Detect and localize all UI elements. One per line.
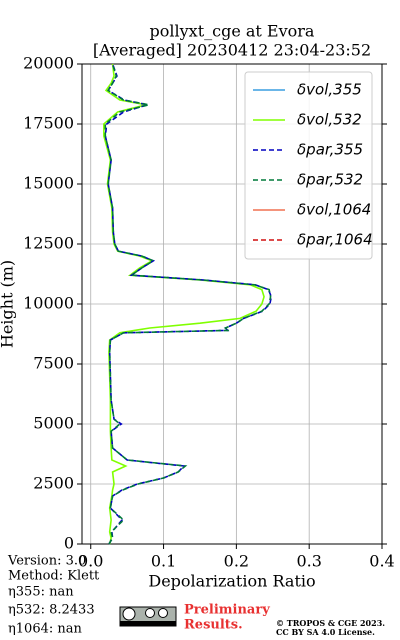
plot-frame [81,63,383,545]
y-tick-label: 17500 [23,114,74,133]
legend-label: δpar,532 [297,171,363,189]
version: Version: 3.0 [7,554,86,569]
y-tick-label: 10000 [23,294,74,313]
y-tick-label: 2500 [33,474,74,493]
x-tick-label: 0.2 [224,552,249,571]
legend-label: δpar,1064 [297,231,373,249]
eta: η1064: nan [8,622,83,637]
legend-box [244,71,373,260]
y-tick-label: 12500 [23,234,74,253]
eta: η355: nan [8,585,74,600]
profile-line [103,63,265,545]
legend: δvol,355 δvol,532 δpar,355 δpar,532 δvol,106… [244,71,373,260]
x-tick-label: 0.0 [78,552,103,571]
cc-badge [119,606,177,627]
copyright: © TROPOS & CGE 2023. [276,618,385,628]
y-axis-label: Height (m) [0,260,17,348]
y-tick-label: 0 [64,534,74,553]
legend-label: δvol,355 [297,81,362,99]
preliminary: Preliminary [184,603,270,618]
license: CC BY SA 4.0 License. [276,627,375,637]
y-tick-label: 5000 [33,414,74,433]
legend-label: δvol,1064 [297,201,371,219]
y-tick-label: 15000 [23,174,74,193]
chart-subtitle: [Averaged] 20230412 23:04-23:52 [93,41,371,60]
chart-title: pollyxt_cge at Evora [150,22,315,41]
method: Method: Klett [8,569,100,584]
preliminary: Results. [184,618,243,633]
y-tick-label: 7500 [33,354,74,373]
eta: η532: 8.2433 [8,603,95,618]
legend-label: δvol,532 [297,111,362,129]
x-tick-label: 0.4 [369,552,394,571]
y-tick-label: 20000 [23,54,74,73]
footer: Version: 3.0 Method: Klett η355: nan η53… [7,554,100,637]
x-tick-label: 0.1 [151,552,176,571]
profile-line [104,63,272,545]
x-axis-label: Depolarization Ratio [148,572,315,591]
legend-label: δpar,355 [297,141,363,159]
x-tick-label: 0.3 [296,552,321,571]
